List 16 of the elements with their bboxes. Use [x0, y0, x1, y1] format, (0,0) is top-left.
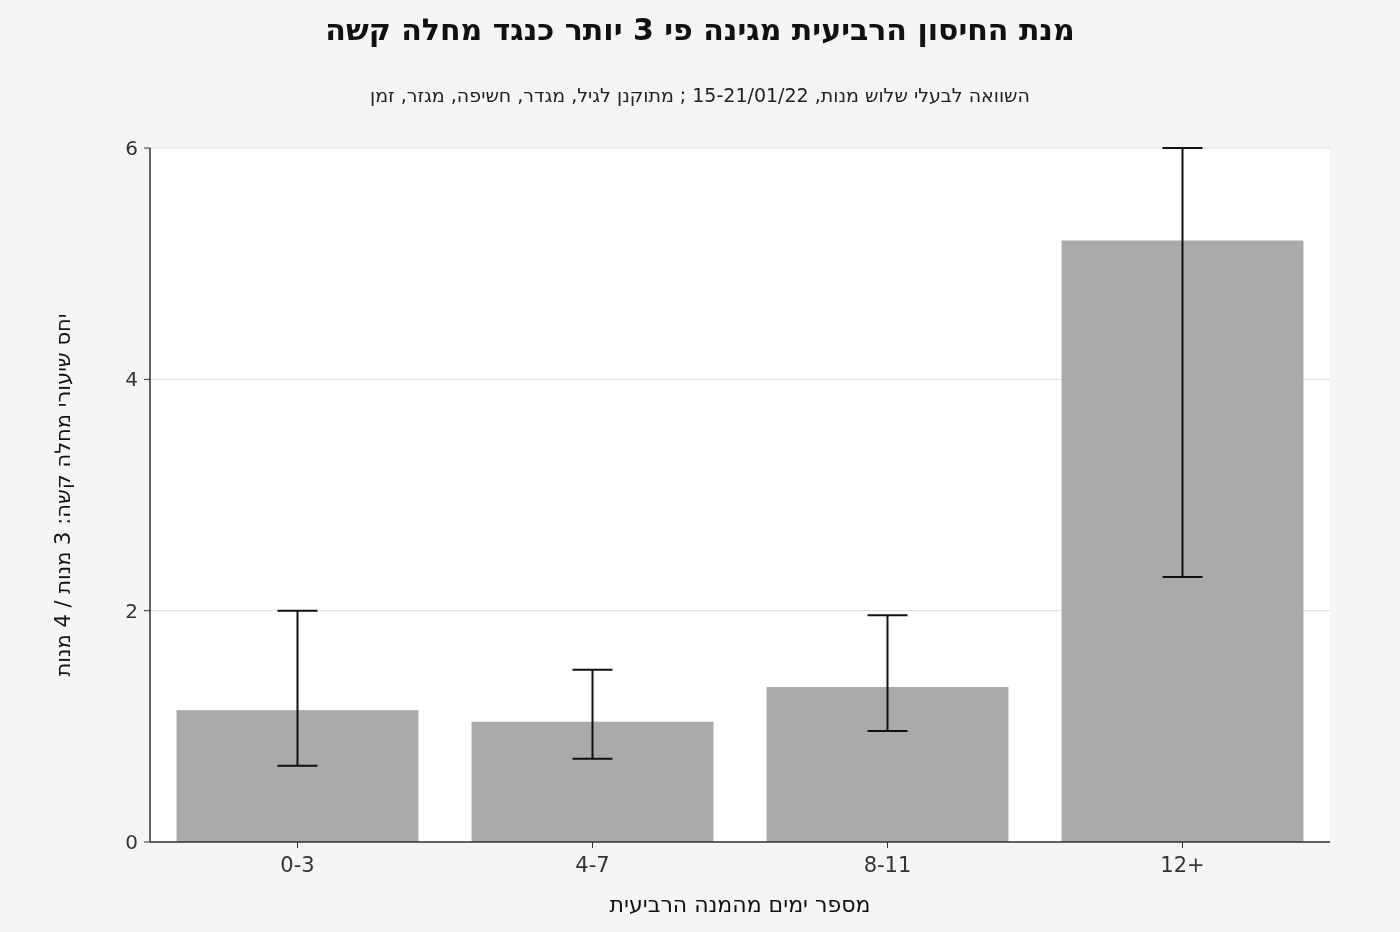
y-axis-title: יחס שיעורי מחלה קשה: 3 מנות / 4 מנות: [51, 313, 75, 677]
bar: [1061, 240, 1304, 842]
x-axis-title: מספר ימים מהמנה הרביעית: [609, 892, 871, 917]
x-tick-label: 8-11: [863, 853, 912, 877]
chart-title: מנת החיסון הרביעית מגינה פי 3 יותר כנגד מחלה קשה: [325, 12, 1075, 47]
bar: [471, 721, 714, 842]
y-tick-label: 2: [125, 598, 138, 623]
bar: [766, 687, 1009, 842]
y-tick-label: 0: [125, 830, 138, 854]
chart-subtitle: השוואה לבעלי שלוש מנות, 15-21/01/22 ; מתוקנן לגיל, מגדר, חשיפה, מגזר, זמן: [370, 84, 1030, 106]
y-tick-label: 4: [125, 367, 138, 392]
x-tick-label: 12+: [1160, 853, 1205, 877]
x-tick-label: 4-7: [575, 853, 610, 877]
bar: [176, 710, 419, 842]
y-tick-label: 6: [125, 136, 138, 160]
x-tick-label: 0-3: [280, 853, 315, 877]
